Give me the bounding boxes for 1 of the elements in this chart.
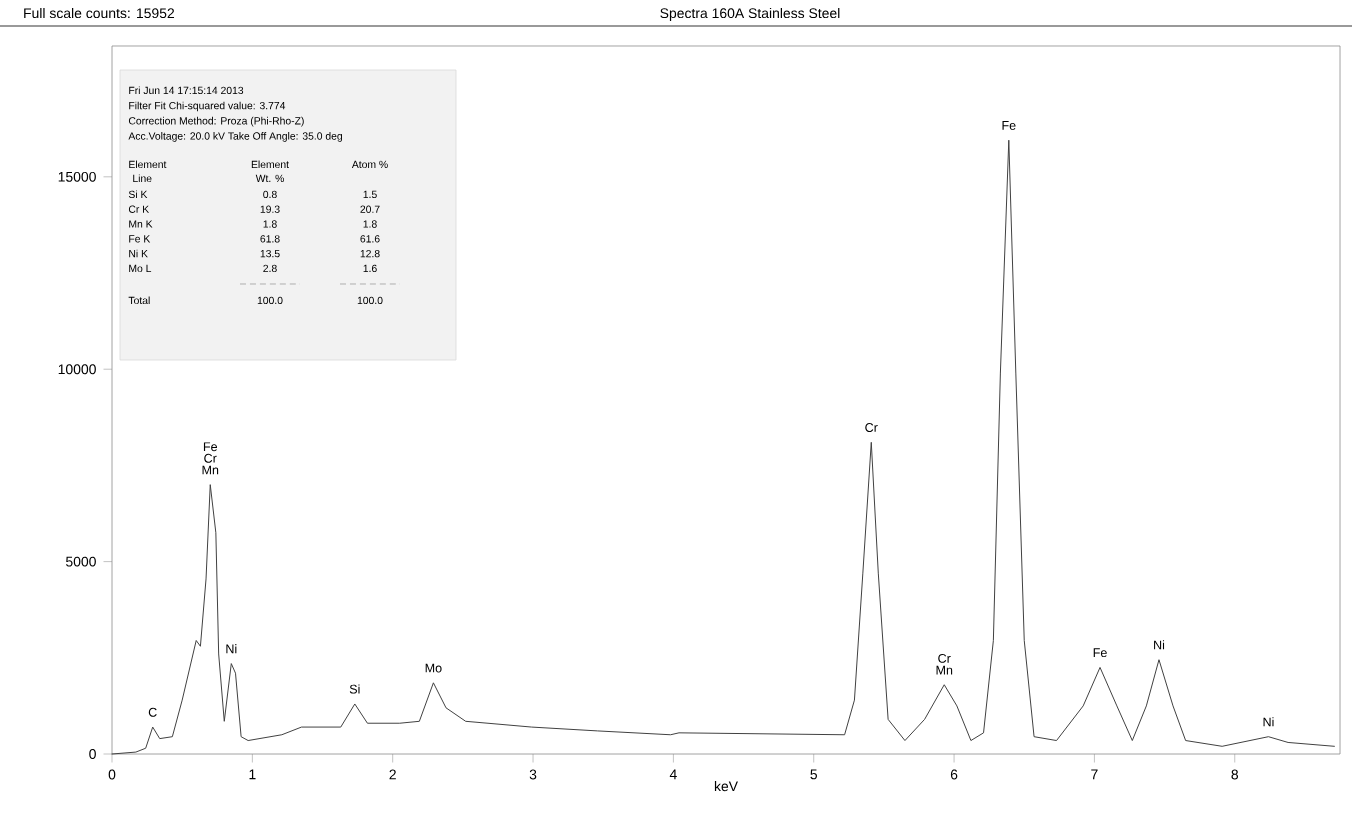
line-series (111, 139, 1335, 755)
